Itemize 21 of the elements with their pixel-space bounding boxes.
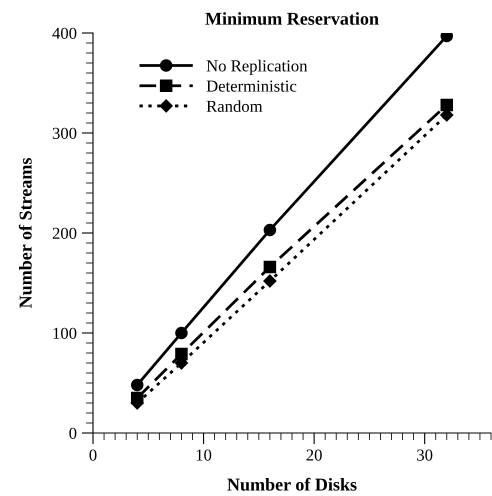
point xyxy=(263,274,276,288)
x-tick-label: 30 xyxy=(417,449,432,461)
y-tick-label: 100 xyxy=(53,328,76,339)
y-tick-label: 300 xyxy=(52,128,76,139)
point xyxy=(264,224,276,236)
legend-label: Random xyxy=(206,100,262,112)
y-axis-title: Number of Streams xyxy=(18,158,32,308)
x-tick-label: 20 xyxy=(306,449,322,461)
y-tick-label: 400 xyxy=(52,28,76,39)
x-tick-label: 0 xyxy=(89,449,97,461)
chart-title: Minimum Reservation xyxy=(205,12,379,25)
legend-label: No Replication xyxy=(206,60,308,75)
point xyxy=(130,378,144,392)
y-tick-label: 0 xyxy=(69,428,76,439)
legend-label: Deterministic xyxy=(206,80,296,92)
x-axis-title: Number of Disks xyxy=(227,478,357,491)
point xyxy=(264,260,276,274)
x-tick-label: 10 xyxy=(196,449,212,461)
y-tick-label: 200 xyxy=(52,228,76,239)
point xyxy=(440,98,454,112)
point xyxy=(175,326,188,340)
